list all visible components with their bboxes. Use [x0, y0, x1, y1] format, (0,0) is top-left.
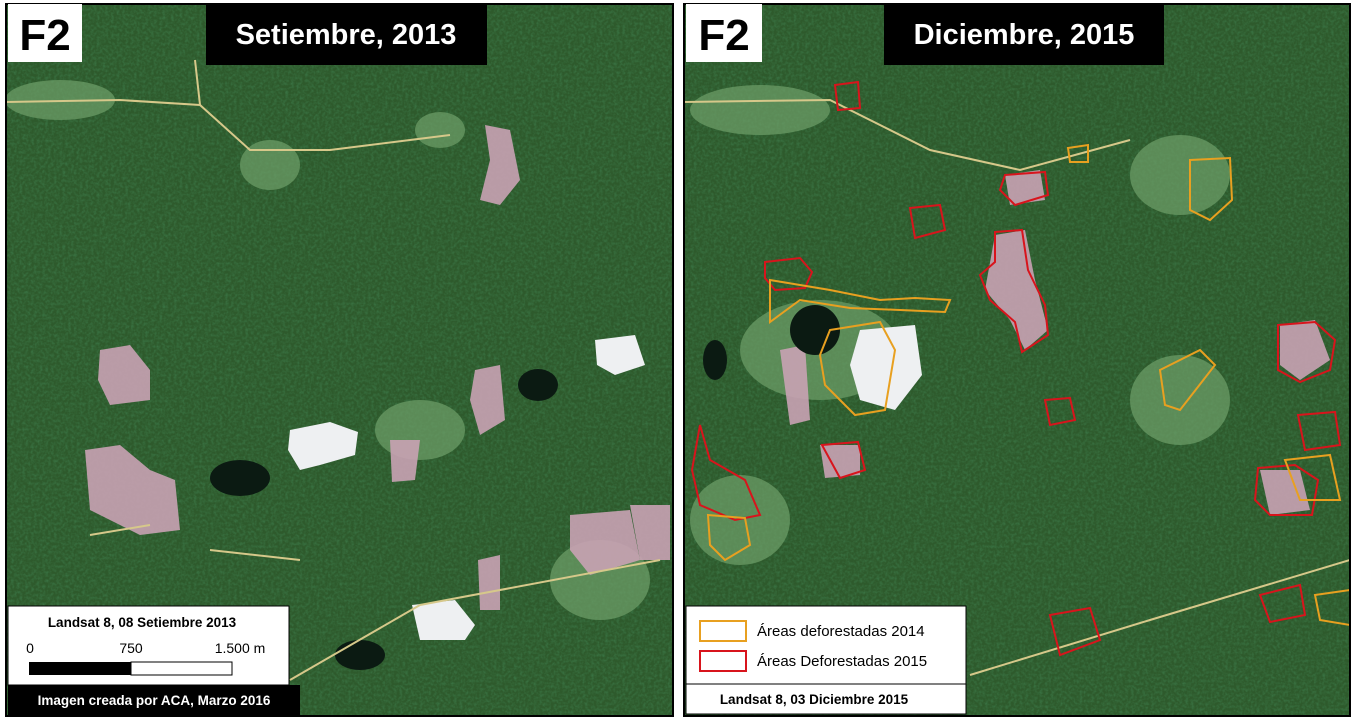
- caption-box: [685, 683, 967, 715]
- credit: Imagen creada por ACA, Marzo 2016: [38, 693, 271, 708]
- caption: Landsat 8, 03 Diciembre 2015: [720, 692, 909, 707]
- legend-label: Áreas Deforestadas 2015: [757, 653, 927, 670]
- credit-box: [8, 685, 300, 715]
- label-box: [686, 4, 762, 62]
- label-box: [8, 4, 82, 62]
- legend-swatch: [699, 620, 747, 642]
- terrain: [6, 59, 670, 681]
- panel-2015: [684, 4, 1350, 716]
- panel-label: F2: [698, 11, 749, 60]
- scale-bar: [130, 661, 233, 676]
- panel-title: Diciembre, 2015: [914, 19, 1135, 51]
- title-box: [206, 4, 487, 65]
- scale-label: 0: [26, 640, 34, 656]
- legend-swatch: [699, 650, 747, 672]
- caption: Landsat 8, 08 Setiembre 2013: [48, 615, 237, 630]
- legend-label: Áreas deforestadas 2014: [757, 623, 925, 640]
- panel-2013: [6, 4, 673, 716]
- panel-title: Setiembre, 2013: [236, 19, 457, 51]
- scale-bar: [29, 662, 131, 675]
- scale-label: 750: [119, 640, 143, 656]
- panel-label: F2: [19, 11, 70, 60]
- legend: Áreas deforestadas 2014 Áreas Deforestada…: [699, 620, 927, 672]
- scale-label: 1.500 m: [215, 640, 266, 656]
- legend-box: [685, 605, 967, 685]
- title-box: [884, 4, 1164, 65]
- terrain: [684, 80, 1350, 676]
